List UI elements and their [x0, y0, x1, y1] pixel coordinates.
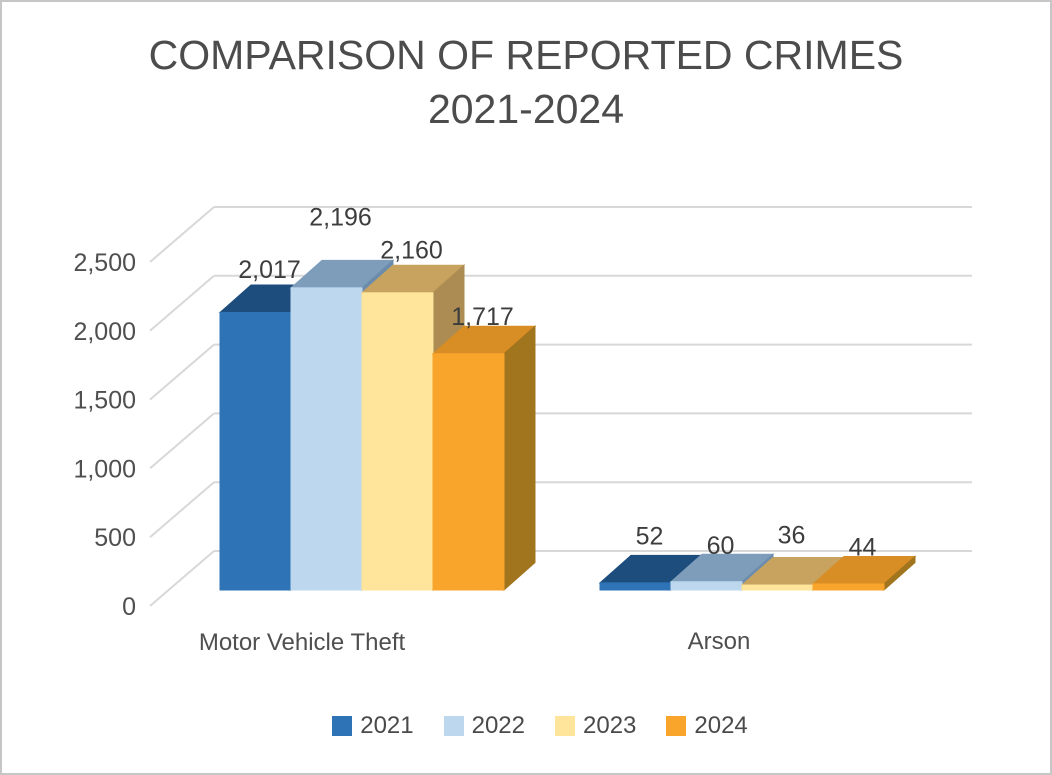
y-tick-label: 1,500: [73, 387, 136, 415]
y-tick-label: 500: [94, 524, 136, 552]
gridline-depth-connector: [149, 412, 215, 470]
gridline-depth-connector: [149, 206, 215, 263]
legend-item-2021[interactable]: 2021: [332, 712, 414, 740]
data-label-2023-category-1: 36: [778, 522, 806, 550]
legend-swatch-2022: [443, 716, 464, 736]
bar-chart-3d-plot: 0 500 1,000 1,500 2,000 2,500 2,017 2,196 2,160 1…: [73, 203, 972, 656]
y-tick-label: 2,000: [73, 318, 136, 346]
data-label-2023-category-0: 2,160: [380, 236, 443, 264]
legend-label-2021: 2021: [360, 712, 414, 739]
y-tick-label: 0: [122, 593, 136, 621]
chart-title: COMPARISON OF REPORTED CRIMES 2021-2024: [2, 28, 1050, 136]
bar-2021-category-1[interactable]: [599, 582, 672, 591]
bar-2022-category-0[interactable]: [290, 287, 363, 591]
legend: 2021 2022 2023 2024: [16, 712, 1050, 740]
category-label-1: Arson: [688, 628, 751, 655]
gridline-depth-connector: [149, 275, 215, 332]
chart-title-line1: COMPARISON OF REPORTED CRIMES: [148, 32, 904, 78]
data-label-2022-category-0: 2,196: [309, 203, 372, 231]
legend-item-2023[interactable]: 2023: [555, 712, 636, 740]
bar-2024-category-1[interactable]: [812, 583, 885, 591]
data-label-2021-category-1: 52: [636, 522, 664, 550]
gridline-depth-connector: [149, 343, 215, 401]
legend-swatch-2021: [332, 716, 353, 736]
data-label-2022-category-1: 60: [707, 532, 735, 560]
legend-swatch-2023: [555, 716, 575, 736]
legend-label-2022: 2022: [471, 712, 525, 739]
bar-2024-category-0[interactable]: [432, 353, 505, 591]
data-label-2021-category-0: 2,017: [238, 256, 301, 284]
gridline-depth-connector: [149, 481, 215, 538]
bar-2021-category-0[interactable]: [219, 311, 292, 591]
chart-title-line2: 2021-2024: [427, 86, 625, 133]
y-tick-label: 1,000: [73, 455, 136, 483]
bar-2024-category-0-side-face: [503, 325, 536, 592]
y-tick-label: 2,500: [73, 249, 136, 277]
data-label-2024-category-0: 1,717: [451, 303, 514, 331]
data-label-2024-category-1: 44: [849, 533, 877, 561]
category-label-0: Motor Vehicle Theft: [199, 629, 406, 656]
bar-2023-category-0[interactable]: [361, 292, 434, 591]
legend-label-2023: 2023: [583, 712, 637, 739]
legend-item-2022[interactable]: 2022: [443, 712, 525, 740]
legend-label-2024: 2024: [694, 712, 748, 739]
gridline-depth-connector: [149, 550, 215, 607]
legend-swatch-2024: [666, 716, 687, 736]
legend-item-2024[interactable]: 2024: [666, 712, 748, 740]
bar-2023-category-1[interactable]: [741, 584, 814, 591]
bar-2022-category-1[interactable]: [670, 581, 743, 591]
